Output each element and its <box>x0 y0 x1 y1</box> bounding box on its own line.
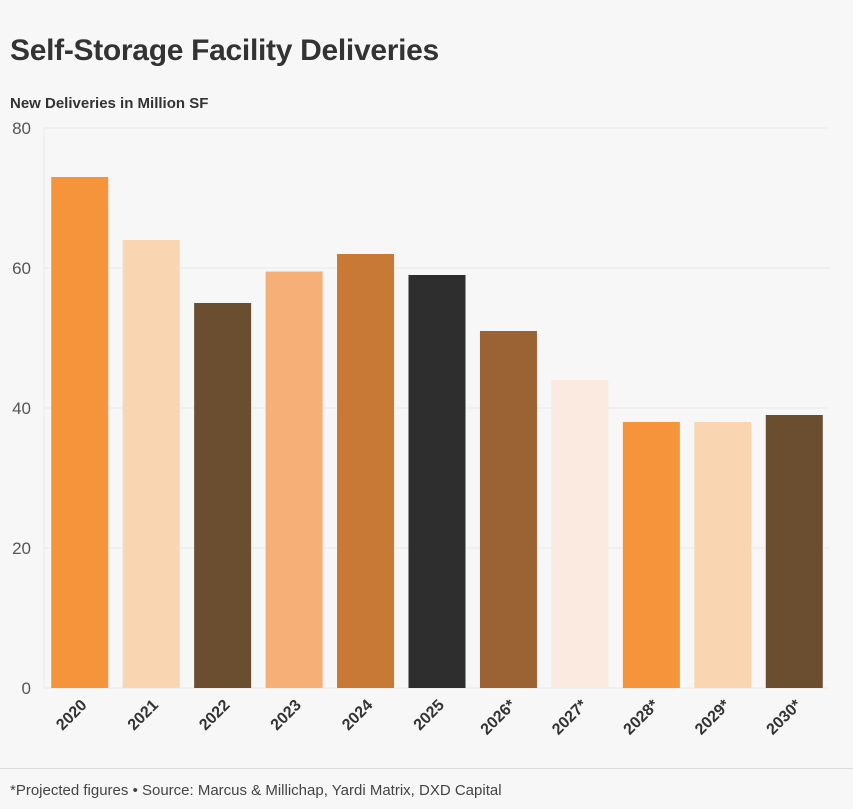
x-tick-label: 2022 <box>196 697 233 734</box>
y-tick-label: 0 <box>22 679 31 698</box>
x-tick-label: 2029* <box>692 696 734 738</box>
x-tick-label: 2028* <box>621 696 663 738</box>
bar-2030[interactable] <box>765 415 823 688</box>
footer-note: *Projected figures • Source: Marcus & Mi… <box>10 782 502 799</box>
x-tick-label: 2030* <box>764 696 806 738</box>
bar-2020[interactable] <box>51 177 109 688</box>
x-tick-label: 2021 <box>125 697 162 734</box>
x-tick-label: 2025 <box>411 697 448 734</box>
y-tick-label: 20 <box>12 539 31 558</box>
x-tick-label: 2020 <box>53 697 90 734</box>
bar-2021[interactable] <box>122 240 180 688</box>
bar-2022[interactable] <box>194 303 252 688</box>
bar-2026[interactable] <box>479 331 537 688</box>
bar-2028[interactable] <box>622 422 680 688</box>
y-tick-label: 60 <box>12 259 31 278</box>
y-tick-label: 40 <box>12 399 31 418</box>
x-tick-label: 2027* <box>549 696 591 738</box>
y-tick-label: 80 <box>12 119 31 138</box>
footer-divider <box>0 768 853 769</box>
bar-2025[interactable] <box>408 275 466 688</box>
bar-chart: 0 20 40 60 80 2020 2021 2022 2023 2024 2025 2026* 20… <box>12 119 830 738</box>
bar-2024[interactable] <box>337 254 395 688</box>
chart-subtitle: New Deliveries in Million SF <box>10 95 209 112</box>
x-tick-label: 2024 <box>339 697 376 734</box>
bar-2023[interactable] <box>265 271 323 689</box>
bar-2029[interactable] <box>694 422 752 688</box>
x-tick-label: 2026* <box>478 696 520 738</box>
x-tick-label: 2023 <box>268 697 305 734</box>
bar-2027[interactable] <box>551 380 609 688</box>
chart-title: Self-Storage Facility Deliveries <box>10 34 439 67</box>
